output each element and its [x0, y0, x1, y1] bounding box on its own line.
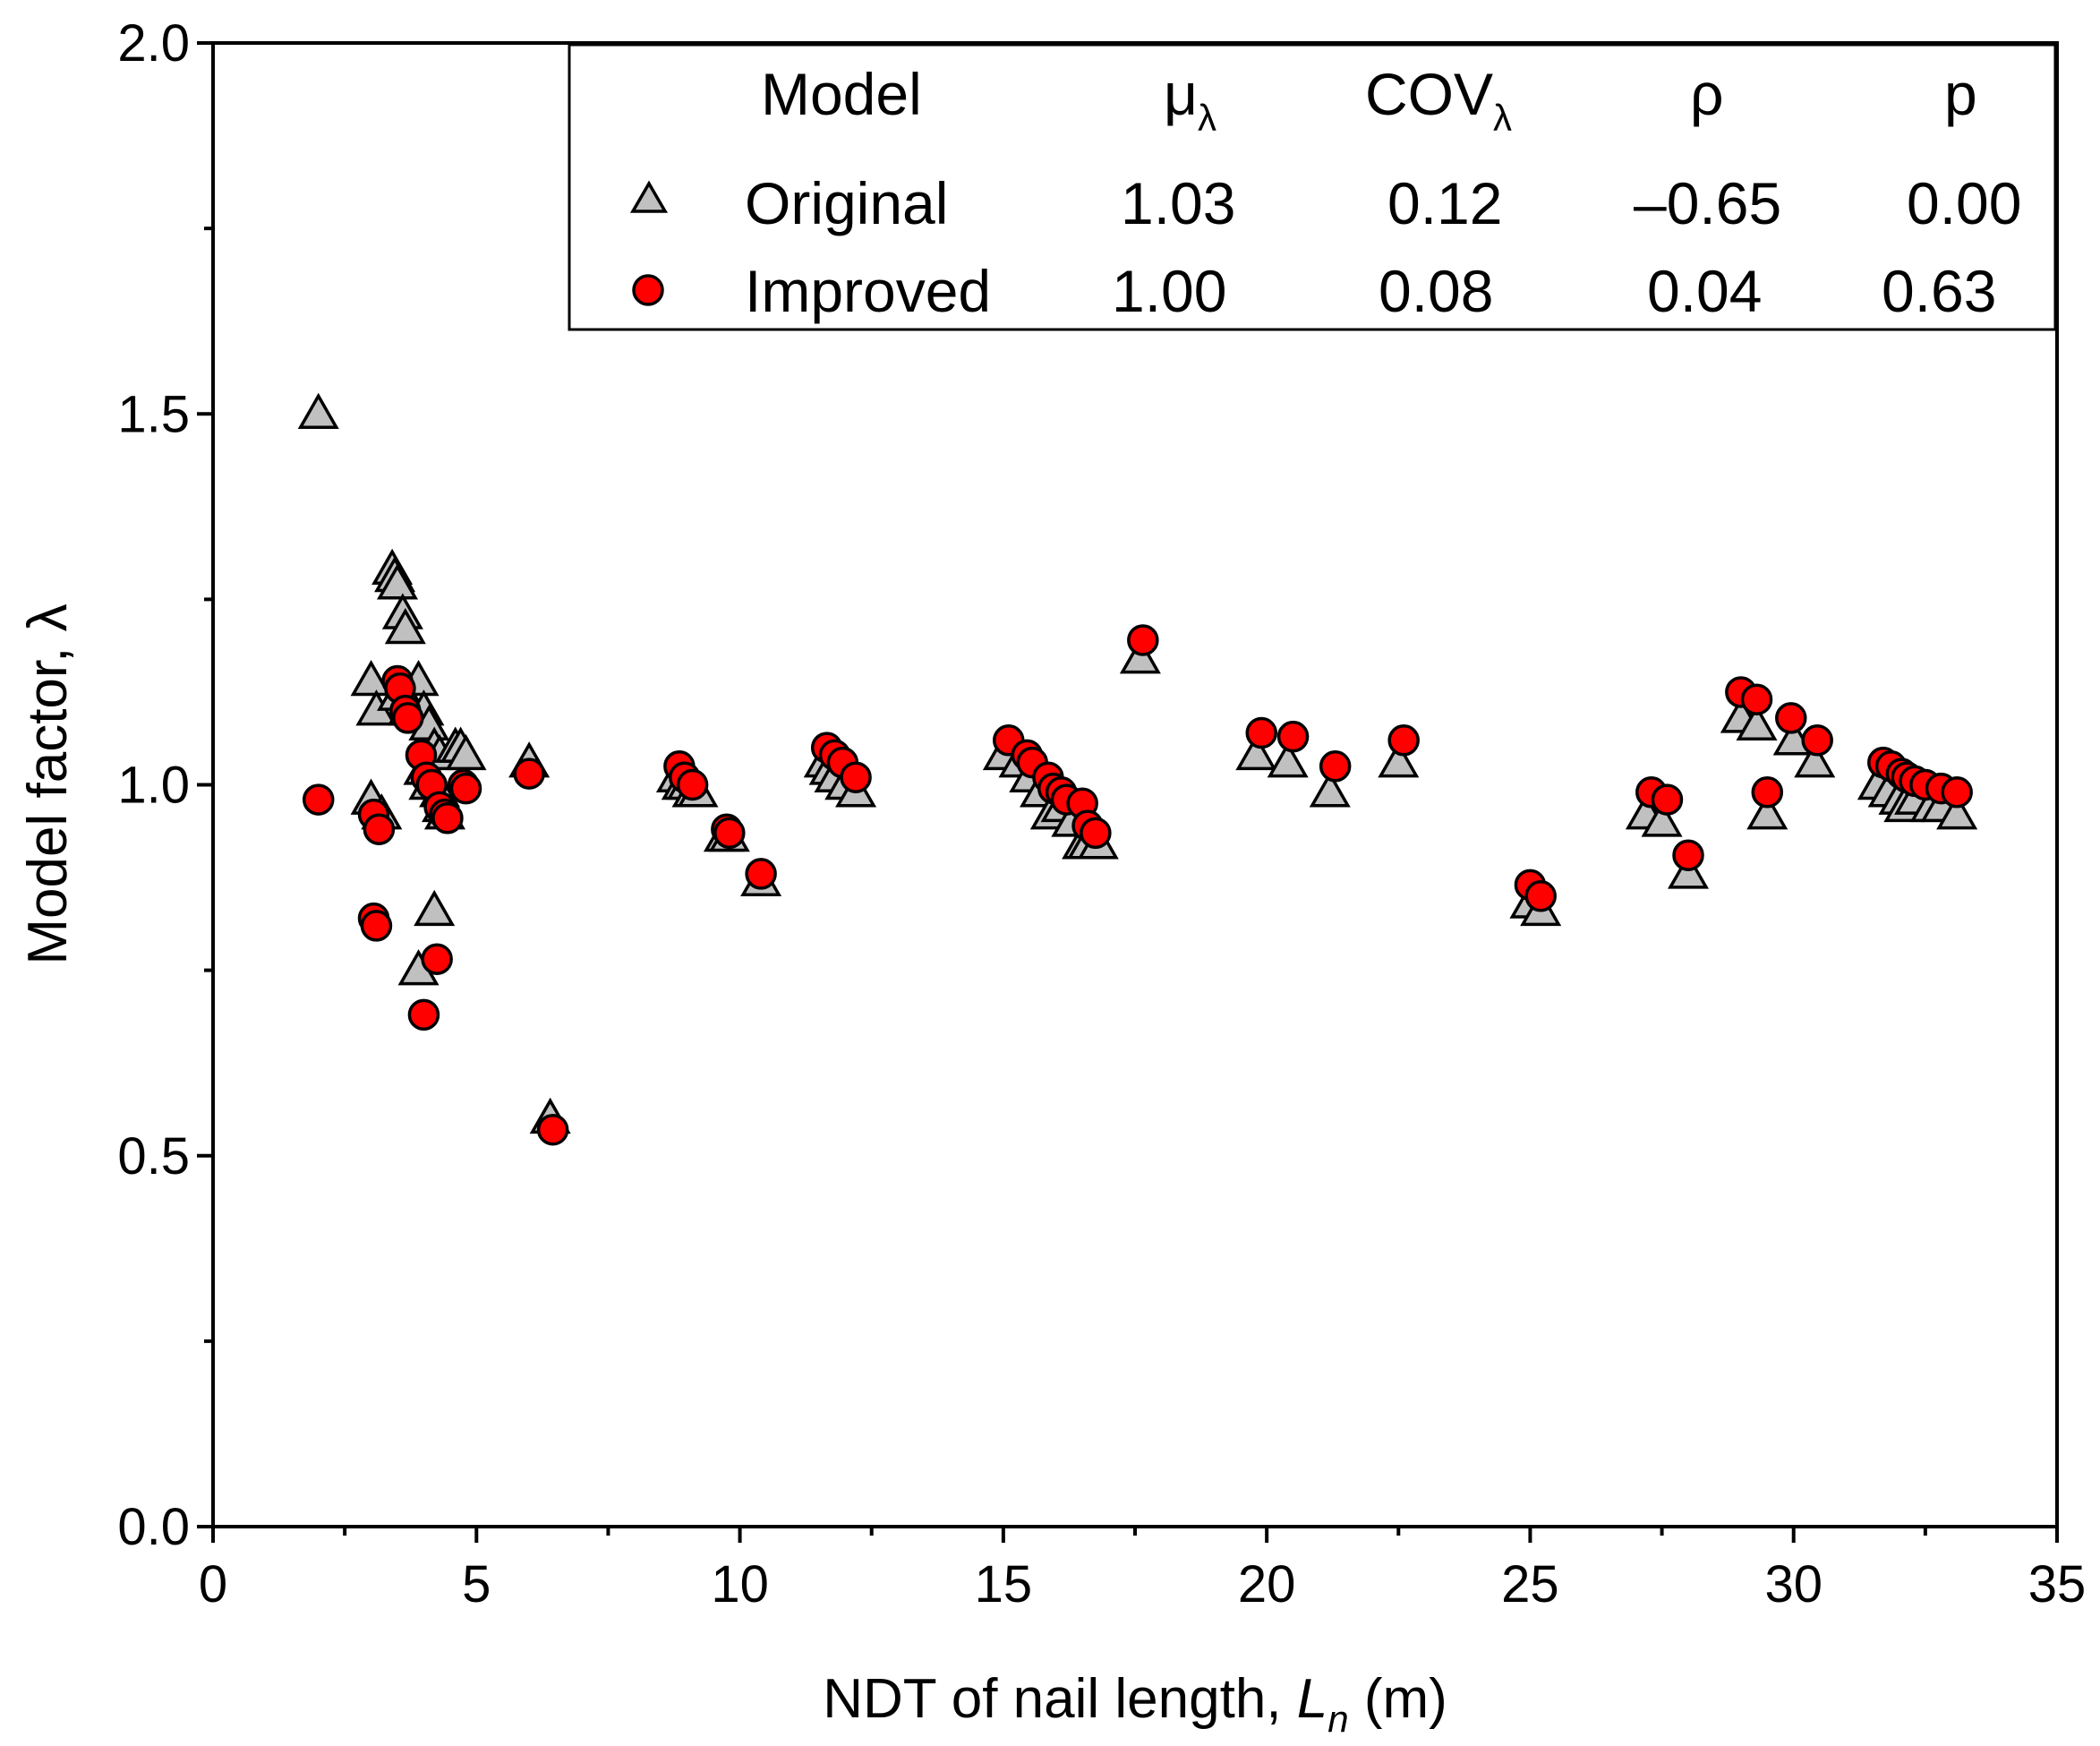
- original-point: [1641, 800, 1683, 837]
- x-tick-label: 35: [2028, 1555, 2087, 1613]
- original-point: [350, 659, 392, 697]
- x-tick-label: 10: [711, 1555, 769, 1613]
- original-point: [1267, 741, 1309, 778]
- original-point: [297, 392, 339, 429]
- legend-header-p: p: [1944, 61, 1977, 127]
- improved-point: [1319, 750, 1352, 783]
- legend-name-original: Original: [745, 170, 948, 236]
- improved-point: [1651, 783, 1684, 816]
- improved-point: [840, 761, 872, 793]
- x-tick-label: 5: [462, 1555, 491, 1613]
- improved-point: [360, 910, 393, 942]
- legend-marker-improved: [632, 274, 664, 306]
- original-point: [1794, 741, 1836, 778]
- legend-header-mu: μλ: [1164, 61, 1216, 139]
- original-point: [1667, 852, 1710, 889]
- series-original: [297, 392, 1978, 1134]
- improved-point: [1245, 716, 1278, 749]
- legend-marker-original: [629, 180, 669, 213]
- series-improved: [302, 624, 1973, 1146]
- improved-point: [1080, 817, 1112, 850]
- legend-mu-original: 1.03: [1121, 170, 1235, 236]
- improved-point: [676, 768, 709, 801]
- original-point: [445, 733, 487, 771]
- legend-rho-improved: 0.04: [1647, 258, 1762, 324]
- y-tick-label: 1.0: [117, 757, 190, 815]
- x-axis-ticks: 0 5 10 15 20 25 30 35: [199, 1527, 2086, 1613]
- legend-cov-improved: 0.08: [1379, 258, 1493, 324]
- improved-point: [536, 1114, 569, 1146]
- legend-name-improved: Improved: [745, 258, 991, 324]
- improved-point: [1276, 720, 1310, 753]
- y-tick-label: 0.5: [117, 1127, 190, 1185]
- legend-p-improved: 0.63: [1882, 258, 1996, 324]
- improved-point: [421, 943, 453, 975]
- x-tick-label: 20: [1238, 1555, 1296, 1613]
- legend-header-mu-symbol: μ: [1164, 61, 1198, 127]
- improved-point: [363, 813, 396, 845]
- improved-point: [713, 817, 746, 850]
- improved-point: [449, 772, 482, 805]
- improved-point: [1775, 702, 1807, 734]
- legend-header-model: Model: [761, 61, 922, 127]
- improved-point: [1672, 839, 1704, 871]
- legend-mu-improved: 1.00: [1112, 258, 1226, 324]
- x-axis-title: NDT of nail length, Ln (m): [823, 1668, 1447, 1740]
- improved-point: [392, 702, 424, 734]
- x-tick-label: 30: [1764, 1555, 1823, 1613]
- original-point: [1736, 704, 1778, 740]
- improved-point: [513, 757, 545, 790]
- legend-header-cov: COVλ: [1365, 61, 1512, 139]
- legend-cov-original: 0.12: [1387, 170, 1502, 236]
- original-point: [1119, 638, 1161, 674]
- x-axis-title-sub: n: [1327, 1698, 1348, 1740]
- improved-point: [1801, 724, 1833, 757]
- improved-point: [745, 858, 777, 890]
- y-tick-label: 2.0: [117, 14, 190, 73]
- legend-p-original: 0.00: [1907, 170, 2021, 236]
- improved-point: [302, 783, 335, 816]
- improved-point: [1740, 683, 1773, 715]
- legend-header-cov-label: COV: [1365, 61, 1493, 127]
- improved-point: [407, 998, 440, 1031]
- original-point: [1746, 793, 1788, 830]
- improved-point: [1387, 724, 1420, 757]
- original-point: [1936, 793, 1978, 830]
- improved-point: [1524, 880, 1557, 912]
- legend-rho-original: –0.65: [1634, 170, 1781, 236]
- original-point: [1235, 733, 1277, 771]
- y-tick-label: 0.0: [117, 1498, 190, 1556]
- legend-box: [568, 43, 2057, 331]
- legend: Model μλ COVλ ρ p Original 1.03 0.12 –0.…: [568, 43, 2057, 331]
- x-tick-label: 25: [1501, 1555, 1559, 1613]
- x-axis-title-prefix: NDT of nail length,: [823, 1668, 1297, 1730]
- legend-header-mu-sub: λ: [1198, 97, 1216, 139]
- legend-header-rho: ρ: [1690, 61, 1724, 127]
- improved-point: [1127, 624, 1159, 656]
- x-axis-title-suffix: (m): [1349, 1668, 1447, 1730]
- improved-point: [1941, 776, 1973, 809]
- original-point: [414, 889, 456, 927]
- x-tick-label: 15: [975, 1555, 1033, 1613]
- original-point: [384, 607, 426, 645]
- improved-point: [1751, 776, 1784, 809]
- y-axis-title: Model factor, λ: [17, 603, 79, 964]
- original-point: [1378, 741, 1420, 778]
- original-point: [376, 563, 419, 600]
- y-axis-ticks: 0.0 0.5 1.0 1.5 2.0: [117, 14, 213, 1556]
- x-axis-title-var: L: [1297, 1668, 1327, 1730]
- legend-header-cov-sub: λ: [1493, 97, 1512, 139]
- original-point: [1309, 771, 1351, 808]
- y-tick-label: 1.5: [117, 385, 190, 443]
- improved-point: [431, 802, 464, 834]
- x-tick-label: 0: [199, 1555, 227, 1613]
